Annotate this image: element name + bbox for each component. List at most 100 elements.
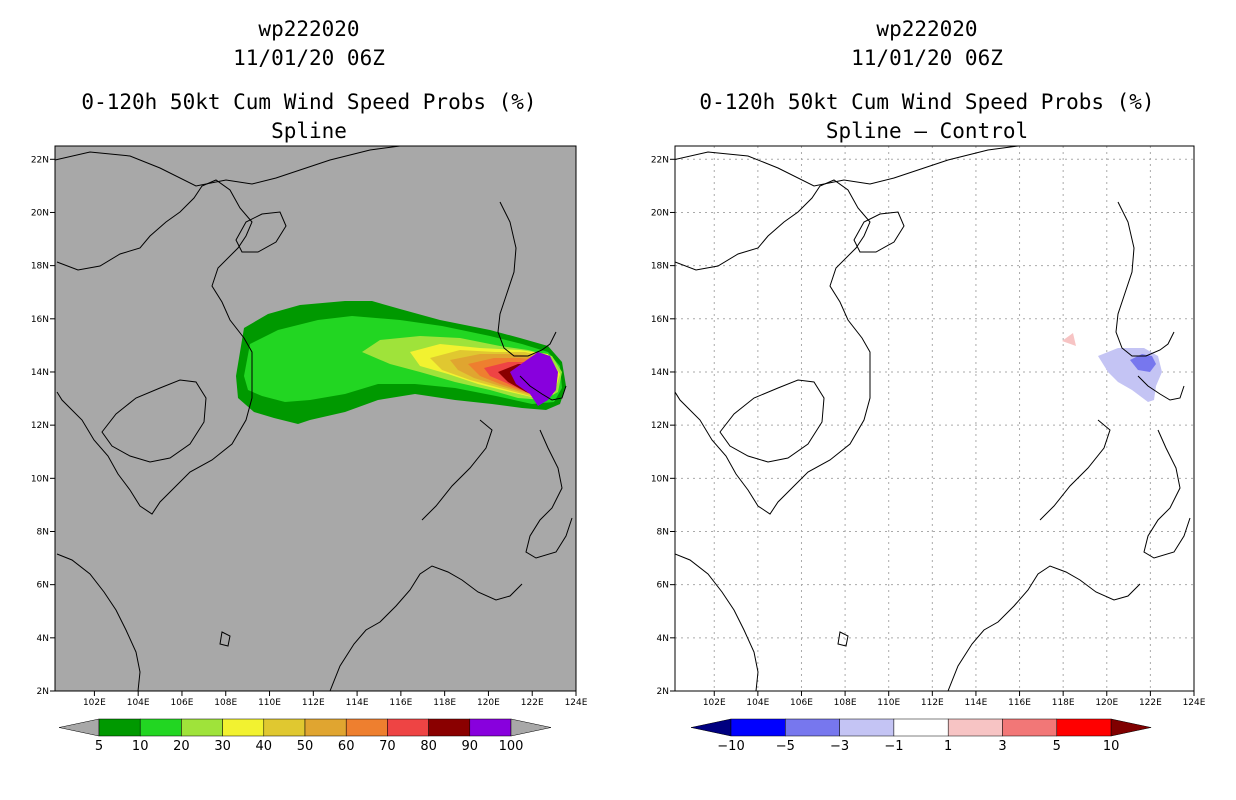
lon-tick-label: 104E <box>746 698 769 708</box>
colorbar-label: 100 <box>499 739 524 754</box>
lon-tick-label: 106E <box>171 698 194 708</box>
colorbar-label: 40 <box>256 739 273 754</box>
lon-tick-label: 112E <box>302 698 325 708</box>
lat-tick-label: 4N <box>37 634 49 644</box>
lat-tick-label: 22N <box>651 155 669 165</box>
map-background <box>675 146 1194 691</box>
lon-tick-label: 116E <box>389 698 412 708</box>
colorbar-over-triangle <box>1110 718 1152 737</box>
lon-tick-label: 118E <box>433 698 456 708</box>
lat-tick-label: 6N <box>657 581 669 591</box>
colorbar-cell <box>730 718 786 737</box>
spline-probability-panel: wp222020 11/01/20 06Z 0-120h 50kt Cum Wi… <box>31 17 588 754</box>
lat-tick-label: 18N <box>651 262 669 272</box>
lon-tick-label: 118E <box>1052 698 1075 708</box>
lat-tick-label: 12N <box>31 421 49 431</box>
map-frame <box>54 145 577 692</box>
colorbar-label: 50 <box>297 739 314 754</box>
coastline <box>56 553 141 691</box>
lon-tick-label: 122E <box>1139 698 1162 708</box>
coastline <box>1137 375 1185 401</box>
colorbar-label: 20 <box>173 739 190 754</box>
lon-tick-label: 120E <box>477 698 500 708</box>
lat-tick-label: 2N <box>657 687 669 697</box>
lon-tick-label: 122E <box>521 698 544 708</box>
lat-tick-label: 20N <box>31 208 49 218</box>
coastlines <box>675 146 1191 691</box>
lon-tick-label: 110E <box>877 698 900 708</box>
coastline <box>329 565 523 691</box>
coastline <box>525 429 573 559</box>
lon-tick-label: 104E <box>127 698 150 708</box>
difference-colorbar: −10 −5 −3 −1 1 3 5 10 <box>690 718 1152 754</box>
spline-minus-control-panel: wp222020 11/01/20 06Z 0-120h 50kt Cum Wi… <box>618 0 1236 800</box>
coastline <box>56 179 253 515</box>
coastline <box>1039 419 1111 521</box>
coastline <box>235 211 287 253</box>
lon-tick-label: 110E <box>258 698 281 708</box>
lon-tick-label: 108E <box>214 698 237 708</box>
lat-tick-label: 2N <box>37 687 49 697</box>
colorbar-cell <box>304 718 347 737</box>
colorbar-cell <box>839 718 895 737</box>
colorbar-label: −10 <box>717 739 744 754</box>
coastline <box>675 553 759 691</box>
colorbar-cell <box>893 718 949 737</box>
colorbar-cell <box>1002 718 1058 737</box>
colorbar-cell <box>181 718 223 737</box>
colorbar-over-triangle <box>510 718 552 737</box>
lon-tick-label: 108E <box>834 698 857 708</box>
latitude-axis: 2N 4N 6N 8N 10N 12N 14N 16N 18N 20N 22N <box>651 155 675 697</box>
colorbar-cell <box>139 718 182 737</box>
diff-negative-mid-fill <box>1130 354 1156 372</box>
diff-positive-light-fill <box>1062 333 1076 346</box>
coastline <box>1143 429 1191 559</box>
coastlines <box>55 146 573 691</box>
colorbar-label: 10 <box>1103 739 1120 754</box>
storm-id-title: wp222020 <box>876 17 978 41</box>
longitude-axis: 102E 104E 106E 108E 110E 112E 114E 116E 118E 120E… <box>703 691 1206 708</box>
coastline <box>519 375 567 401</box>
coastline <box>837 631 849 647</box>
coastline <box>497 201 557 357</box>
lon-tick-label: 114E <box>346 698 369 708</box>
colorbar-cell <box>345 718 388 737</box>
lon-tick-label: 112E <box>921 698 944 708</box>
coastline <box>675 146 1019 187</box>
coastline <box>1115 201 1175 357</box>
map-frame <box>674 145 1195 692</box>
colorbar-label: −3 <box>830 739 849 754</box>
datetime-title: 11/01/20 06Z <box>233 46 385 70</box>
lat-tick-label: 6N <box>37 581 49 591</box>
map-left: 102E 104E 106E 108E 110E 112E 114E 116E 118E 120E… <box>31 145 588 754</box>
colorbar-cell <box>469 718 512 737</box>
lat-tick-label: 14N <box>651 368 669 378</box>
coastline <box>719 379 825 463</box>
method-title: Spline – Control <box>825 119 1029 143</box>
lat-tick-label: 20N <box>651 208 669 218</box>
colorbar-under-triangle <box>690 718 732 737</box>
wind-probability-contours <box>55 146 573 691</box>
difference-contours <box>1062 333 1162 402</box>
storm-id-title: wp222020 <box>258 17 360 41</box>
map-right: 102E 104E 106E 108E 110E 112E 114E 116E 118E 120E… <box>651 145 1206 754</box>
colorbar-cell <box>1056 718 1112 737</box>
lat-tick-label: 18N <box>31 262 49 272</box>
lon-tick-label: 114E <box>964 698 987 708</box>
colorbar-cell <box>387 718 429 737</box>
colorbar-label: 5 <box>1053 739 1061 754</box>
lon-tick-label: 124E <box>1183 698 1206 708</box>
coastline <box>853 211 905 253</box>
dotted-gridlines <box>675 146 1194 691</box>
longitude-axis: 102E 104E 106E 108E 110E 112E 114E 116E 118E 120E… <box>83 691 588 708</box>
colorbar-label: 10 <box>132 739 149 754</box>
probability-colorbar: 5 10 20 30 40 50 60 70 80 90 100 <box>58 718 552 754</box>
product-title: 0-120h 50kt Cum Wind Speed Probs (%) <box>699 90 1155 114</box>
colorbar-under-triangle <box>58 718 100 737</box>
colorbar-cell <box>98 718 141 737</box>
lat-tick-label: 10N <box>651 474 669 484</box>
prob-90-100-fill <box>510 352 558 406</box>
coastline <box>675 179 871 515</box>
lat-tick-label: 16N <box>651 315 669 325</box>
colorbar-cell <box>222 718 265 737</box>
